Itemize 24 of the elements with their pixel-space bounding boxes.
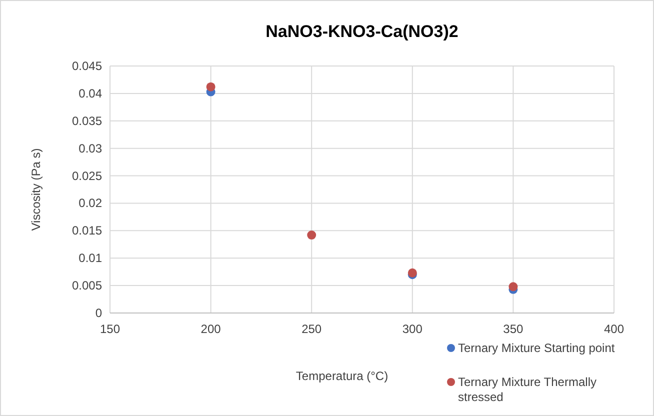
y-tick-label: 0.02: [78, 196, 102, 210]
x-tick-label: 300: [402, 322, 423, 336]
point: [206, 82, 216, 92]
y-axis-title: Viscosity (Pa s): [29, 148, 43, 231]
y-tick-label: 0.01: [78, 251, 102, 266]
y-tick-label: 0.045: [72, 59, 102, 73]
x-axis-title: Temperatura (°C): [296, 369, 388, 383]
x-tick-label: 250: [302, 322, 322, 336]
y-tick-label: 0.015: [72, 224, 102, 238]
legend-label: Ternary Mixture Starting point: [458, 341, 616, 355]
chart-title: NaNO3-KNO3-Ca(NO3)2: [266, 22, 458, 41]
y-tick-label: 0.04: [78, 86, 102, 100]
point: [307, 230, 316, 240]
x-tick-label: 150: [100, 322, 120, 336]
x-tick-label: 400: [604, 322, 624, 336]
y-tick-label: 0.025: [72, 168, 102, 183]
x-tick-label: 200: [200, 322, 222, 336]
y-tick-label: 0: [95, 306, 102, 320]
y-tick-label: 0.03: [78, 141, 102, 156]
legend-label: Ternary Mixture Thermally stressed: [458, 375, 596, 404]
y-tick-label: 0.005: [72, 278, 102, 293]
y-tick-label: 0.035: [72, 114, 102, 128]
point: [508, 282, 518, 292]
x-tick-label: 350: [503, 322, 524, 336]
